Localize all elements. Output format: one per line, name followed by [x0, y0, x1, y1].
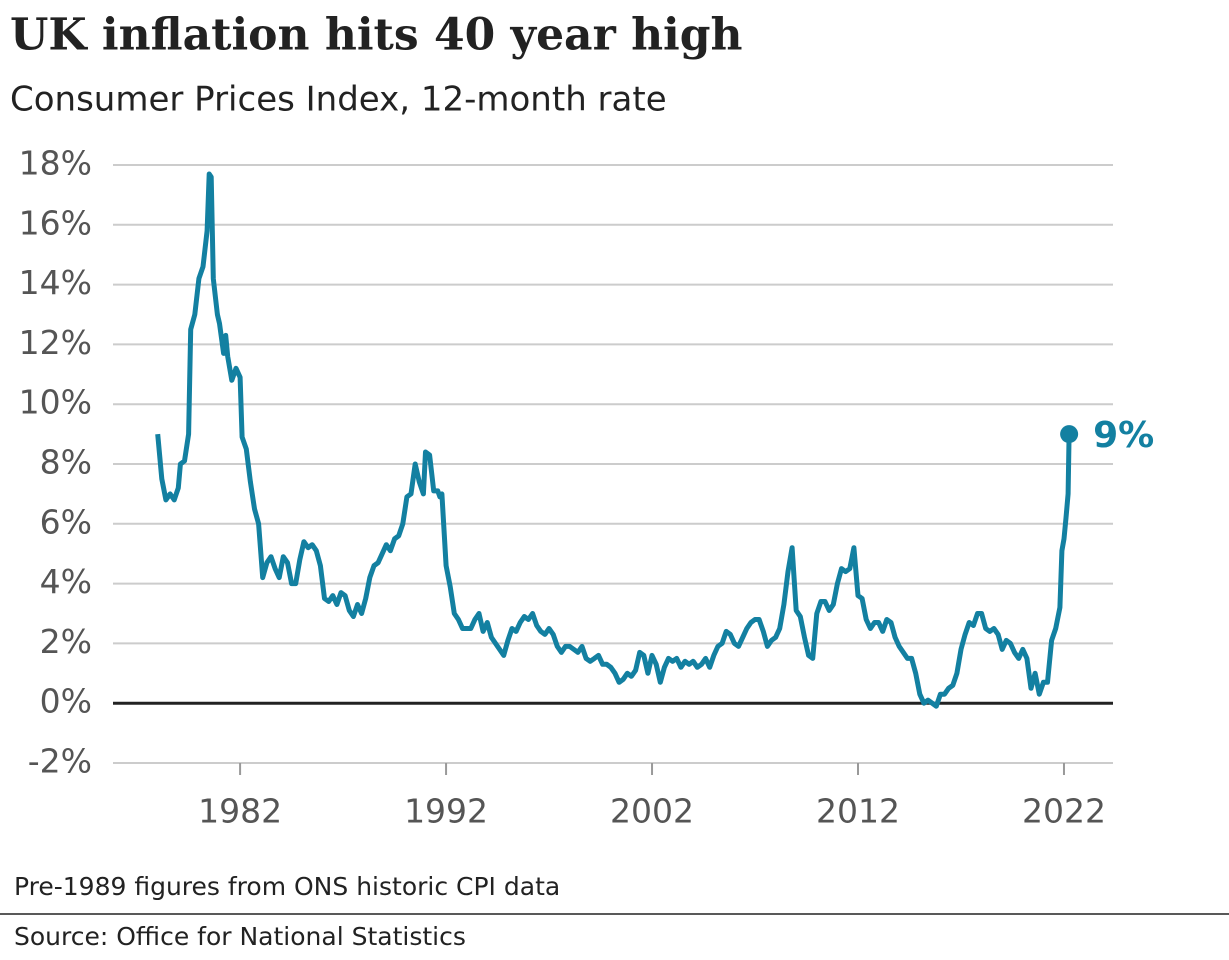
y-tick-label: 16% [19, 203, 92, 242]
x-tick-label: 2012 [816, 792, 900, 831]
line [155, 171, 1072, 709]
chart-subtitle: Consumer Prices Index, 12-month rate [10, 80, 667, 120]
end-point [1060, 425, 1079, 444]
y-tick-label: 0% [40, 682, 92, 721]
y-tick-label: 10% [19, 383, 92, 422]
chart-title: UK inflation hits 40 year high [10, 10, 743, 61]
x-tick-label: 2022 [1022, 792, 1106, 831]
y-tick-label: 8% [40, 443, 92, 482]
footnote: Pre-1989 figures from ONS historic CPI d… [14, 872, 560, 901]
y-tick-label: 6% [40, 502, 92, 541]
x-tick-label: 2002 [610, 792, 694, 831]
x-tick-label: 1992 [404, 792, 488, 831]
y-tick-label: 4% [40, 562, 92, 601]
y-tick-label: 2% [40, 622, 92, 661]
y-tick-label: 14% [19, 263, 92, 302]
data-label: 9% [1093, 415, 1154, 456]
y-tick-label: 18% [19, 144, 92, 183]
x-tick-label: 1982 [198, 792, 282, 831]
y-tick-label: 12% [19, 323, 92, 362]
y-tick-label: -2% [28, 742, 92, 781]
source: Source: Office for National Statistics [14, 922, 466, 951]
